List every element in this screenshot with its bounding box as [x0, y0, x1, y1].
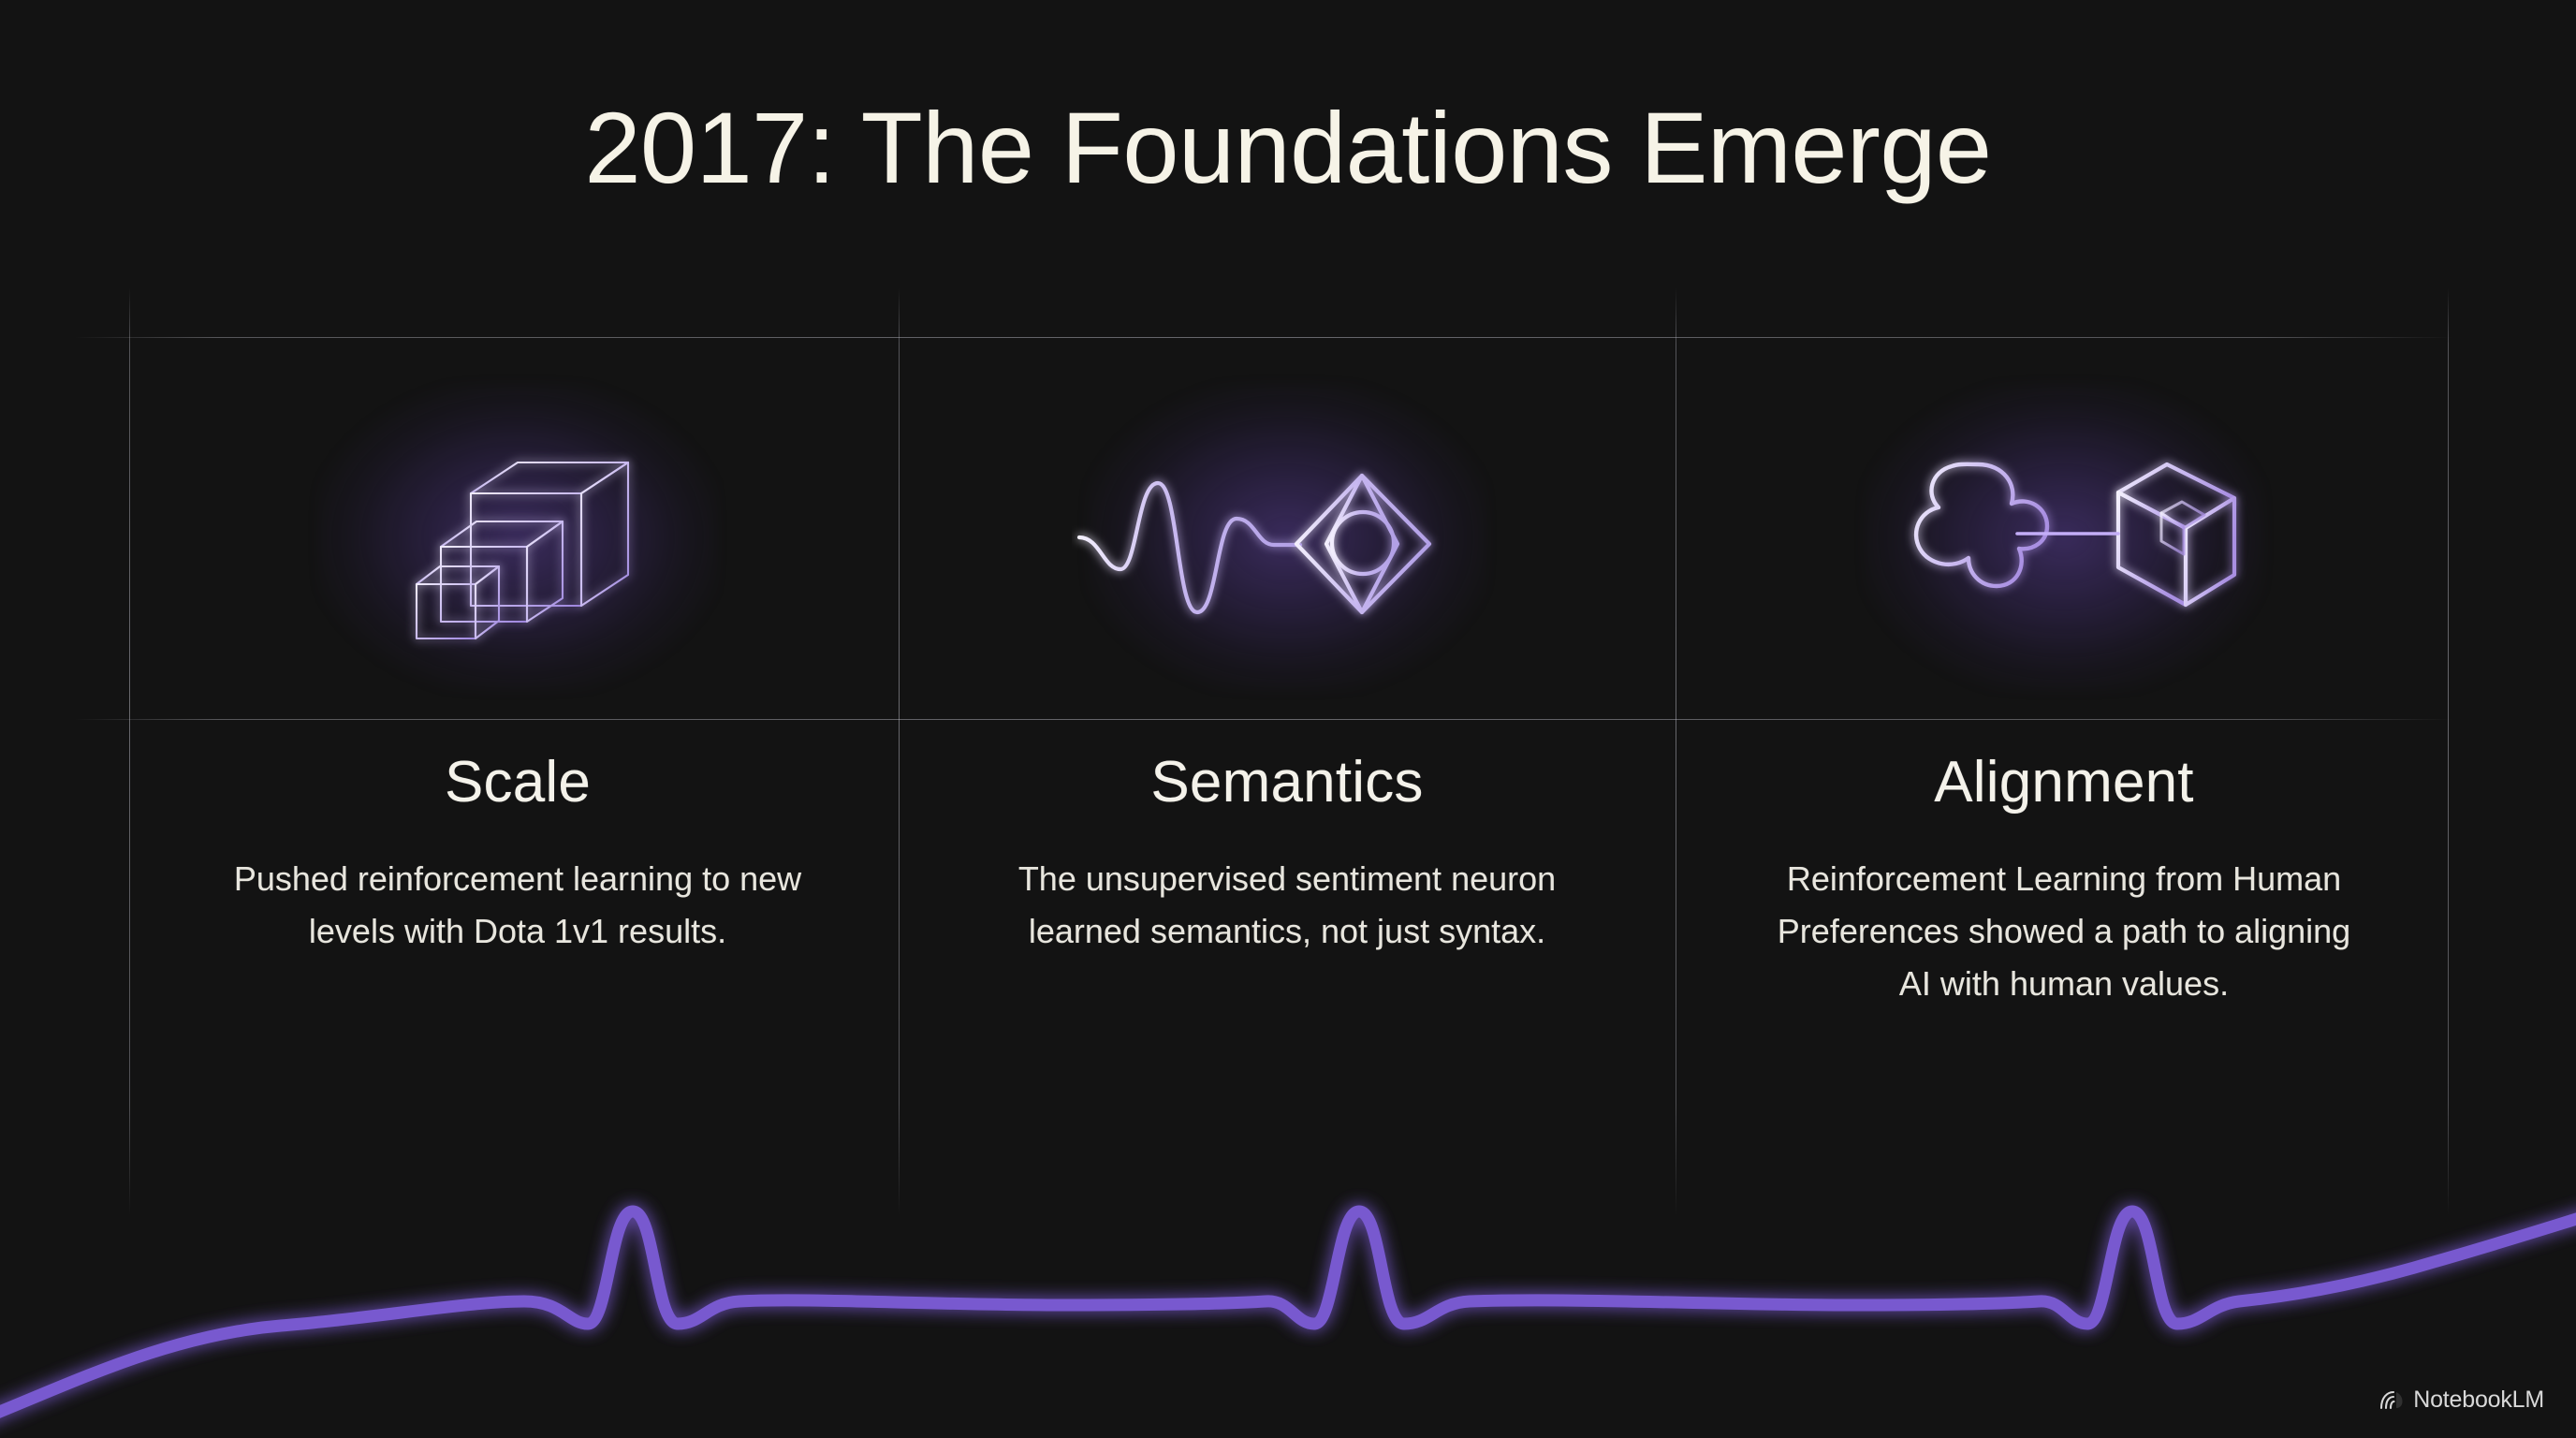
- column-body: Reinforcement Learning from Human Prefer…: [1777, 859, 2351, 1003]
- text-block-alignment: Alignment Reinforcement Learning from Hu…: [1676, 749, 2452, 1010]
- icon-cell-semantics: [899, 356, 1676, 719]
- notebooklm-watermark: NotebookLM: [2378, 1387, 2544, 1414]
- column-semantics: Semantics The unsupervised sentiment neu…: [899, 356, 1676, 950]
- column-body: The unsupervised sentiment neuron learne…: [1017, 859, 1557, 950]
- notebooklm-logo-icon: [2380, 1390, 2403, 1409]
- nested-cubes-icon: [415, 461, 630, 640]
- icon-cell-alignment: [1676, 356, 2452, 719]
- watermark-label: NotebookLM: [2413, 1387, 2544, 1413]
- blob-linked-cube-icon: [1913, 462, 2237, 608]
- audio-waveform: [0, 1205, 2576, 1418]
- text-block-scale: Scale Pushed reinforcement learning to n…: [129, 749, 906, 958]
- waveform-octahedron-icon: [1076, 473, 1432, 615]
- column-heading: Scale: [444, 750, 592, 814]
- column-heading: Semantics: [1150, 750, 1424, 814]
- text-block-semantics: Semantics The unsupervised sentiment neu…: [899, 749, 1676, 958]
- grid-rule-horizontal-top: [75, 337, 2452, 338]
- column-alignment: Alignment Reinforcement Learning from Hu…: [1676, 356, 2452, 1003]
- icon-cell-scale: [129, 356, 906, 719]
- page-title: 2017: The Foundations Emerge: [584, 91, 1992, 204]
- column-heading: Alignment: [1934, 750, 2194, 814]
- column-scale: Scale Pushed reinforcement learning to n…: [129, 356, 906, 950]
- column-body: Pushed reinforcement learning to new lev…: [233, 859, 802, 950]
